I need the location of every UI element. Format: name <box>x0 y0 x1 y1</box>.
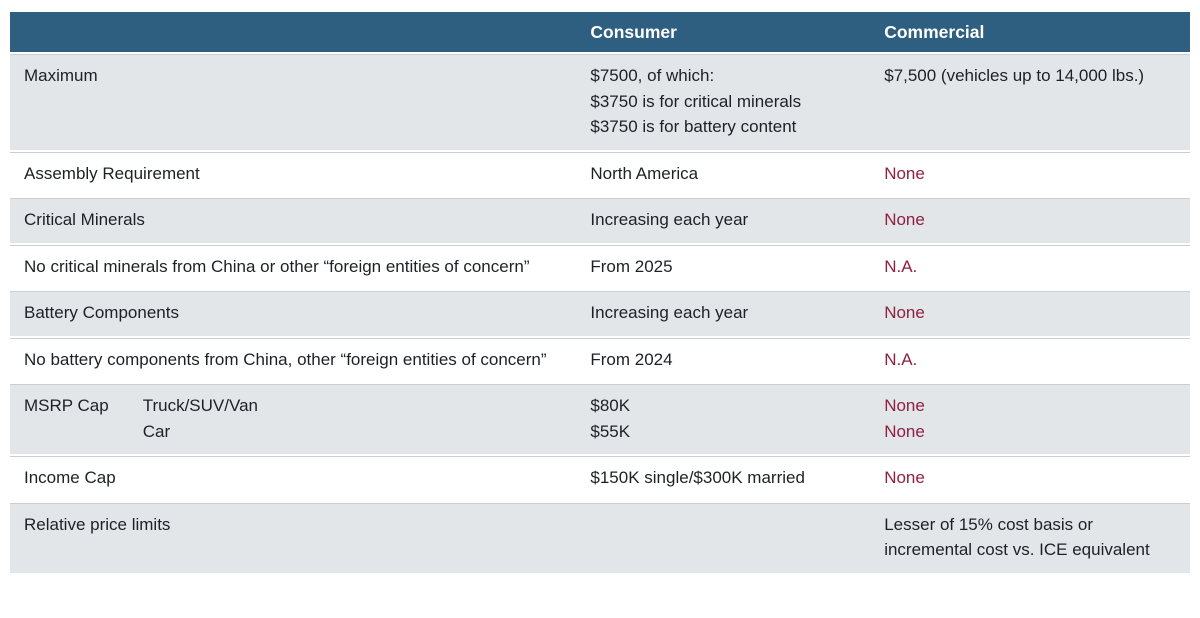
credit-requirements-table-wrap: Consumer Commercial Maximum $7500, of wh… <box>10 12 1190 573</box>
row-label-cell: No critical minerals from China or other… <box>10 242 577 289</box>
consumer-cell: From 2025 <box>576 242 871 289</box>
msrp-label-group: MSRP Cap Truck/SUV/Van Car <box>24 393 562 444</box>
table-row-battery-components: Battery Components Increasing each year … <box>10 289 1190 336</box>
commercial-cell: N.A. <box>870 335 1190 382</box>
row-label-cell: Critical Minerals <box>10 196 577 243</box>
consumer-cell: $7500, of which: $3750 is for critical m… <box>576 52 871 150</box>
consumer-value: Increasing each year <box>590 303 749 322</box>
commercial-value: N.A. <box>884 349 918 369</box>
table-row-assembly-requirement: Assembly Requirement North America None <box>10 149 1190 196</box>
row-label-cell: Battery Components <box>10 289 577 336</box>
table-row-relative-price-limits: Relative price limits Lesser of 15% cost… <box>10 500 1190 573</box>
consumer-cell: $80K $55K <box>576 382 871 454</box>
consumer-value: $80K <box>590 396 631 415</box>
commercial-value: None <box>884 303 925 322</box>
row-label-cell: Maximum <box>10 52 577 150</box>
row-label: Relative price limits <box>24 514 171 534</box>
commercial-value: None <box>884 421 925 441</box>
row-label-cell: Relative price limits <box>10 500 577 573</box>
commercial-value: incremental cost vs. ICE equivalent <box>884 540 1150 559</box>
table-row-income-cap: Income Cap $150K single/$300K married No… <box>10 454 1190 501</box>
consumer-value: $3750 is for battery content <box>590 117 797 136</box>
commercial-value: None <box>884 163 925 183</box>
header-commercial: Commercial <box>870 12 1190 52</box>
commercial-cell: None None <box>870 382 1190 454</box>
consumer-value: From 2025 <box>590 256 673 276</box>
commercial-value: $7,500 (vehicles up to 14,000 lbs.) <box>884 66 1145 85</box>
consumer-value: $55K <box>590 421 631 441</box>
row-label: Assembly Requirement <box>24 163 200 183</box>
row-label: Maximum <box>24 66 98 85</box>
commercial-value: N.A. <box>884 256 918 276</box>
consumer-cell: Increasing each year <box>576 196 871 243</box>
header-criteria <box>10 12 577 52</box>
row-label: No battery components from China, other … <box>24 349 547 369</box>
consumer-value: North America <box>590 163 699 183</box>
row-label: Battery Components <box>24 303 179 322</box>
commercial-value: None <box>884 210 925 229</box>
commercial-cell: None <box>870 289 1190 336</box>
row-label-cell: No battery components from China, other … <box>10 335 577 382</box>
credit-requirements-table: Consumer Commercial Maximum $7500, of wh… <box>10 12 1190 573</box>
consumer-value: Increasing each year <box>590 210 749 229</box>
msrp-sublabels: Truck/SUV/Van Car <box>143 393 258 444</box>
row-label: MSRP Cap <box>24 396 109 415</box>
row-label: No critical minerals from China or other… <box>24 256 530 276</box>
msrp-sublabel-truck-suv-van: Truck/SUV/Van <box>142 396 258 415</box>
table-header: Consumer Commercial <box>10 12 1190 52</box>
row-label-cell: Income Cap <box>10 454 577 501</box>
row-label-cell: MSRP Cap Truck/SUV/Van Car <box>10 382 577 454</box>
consumer-cell: North America <box>576 149 871 196</box>
consumer-value: $150K single/$300K married <box>590 468 805 487</box>
consumer-value: From 2024 <box>590 349 673 369</box>
msrp-sublabel-car: Car <box>142 421 171 441</box>
table-row-msrp-cap: MSRP Cap Truck/SUV/Van Car $80K $55K Non… <box>10 382 1190 454</box>
consumer-value: $7500, of which: <box>590 66 715 85</box>
consumer-cell <box>576 500 871 573</box>
commercial-cell: N.A. <box>870 242 1190 289</box>
consumer-cell: Increasing each year <box>576 289 871 336</box>
consumer-cell: From 2024 <box>576 335 871 382</box>
table-row-critical-minerals: Critical Minerals Increasing each year N… <box>10 196 1190 243</box>
header-row: Consumer Commercial <box>10 12 1190 52</box>
commercial-cell: None <box>870 196 1190 243</box>
commercial-value: Lesser of 15% cost basis or <box>884 514 1094 534</box>
row-label: Income Cap <box>24 468 116 487</box>
commercial-value: None <box>884 396 925 415</box>
commercial-value: None <box>884 468 925 487</box>
row-label-cell: Assembly Requirement <box>10 149 577 196</box>
table-body: Maximum $7500, of which: $3750 is for cr… <box>10 52 1190 573</box>
row-label: Critical Minerals <box>24 210 145 229</box>
commercial-cell: None <box>870 149 1190 196</box>
commercial-cell: $7,500 (vehicles up to 14,000 lbs.) <box>870 52 1190 150</box>
header-consumer: Consumer <box>576 12 871 52</box>
consumer-value: $3750 is for critical minerals <box>590 91 802 111</box>
commercial-cell: None <box>870 454 1190 501</box>
consumer-cell: $150K single/$300K married <box>576 454 871 501</box>
table-row-no-battery-components-china: No battery components from China, other … <box>10 335 1190 382</box>
commercial-cell: Lesser of 15% cost basis or incremental … <box>870 500 1190 573</box>
table-row-no-critical-minerals-china: No critical minerals from China or other… <box>10 242 1190 289</box>
table-row-maximum: Maximum $7500, of which: $3750 is for cr… <box>10 52 1190 150</box>
